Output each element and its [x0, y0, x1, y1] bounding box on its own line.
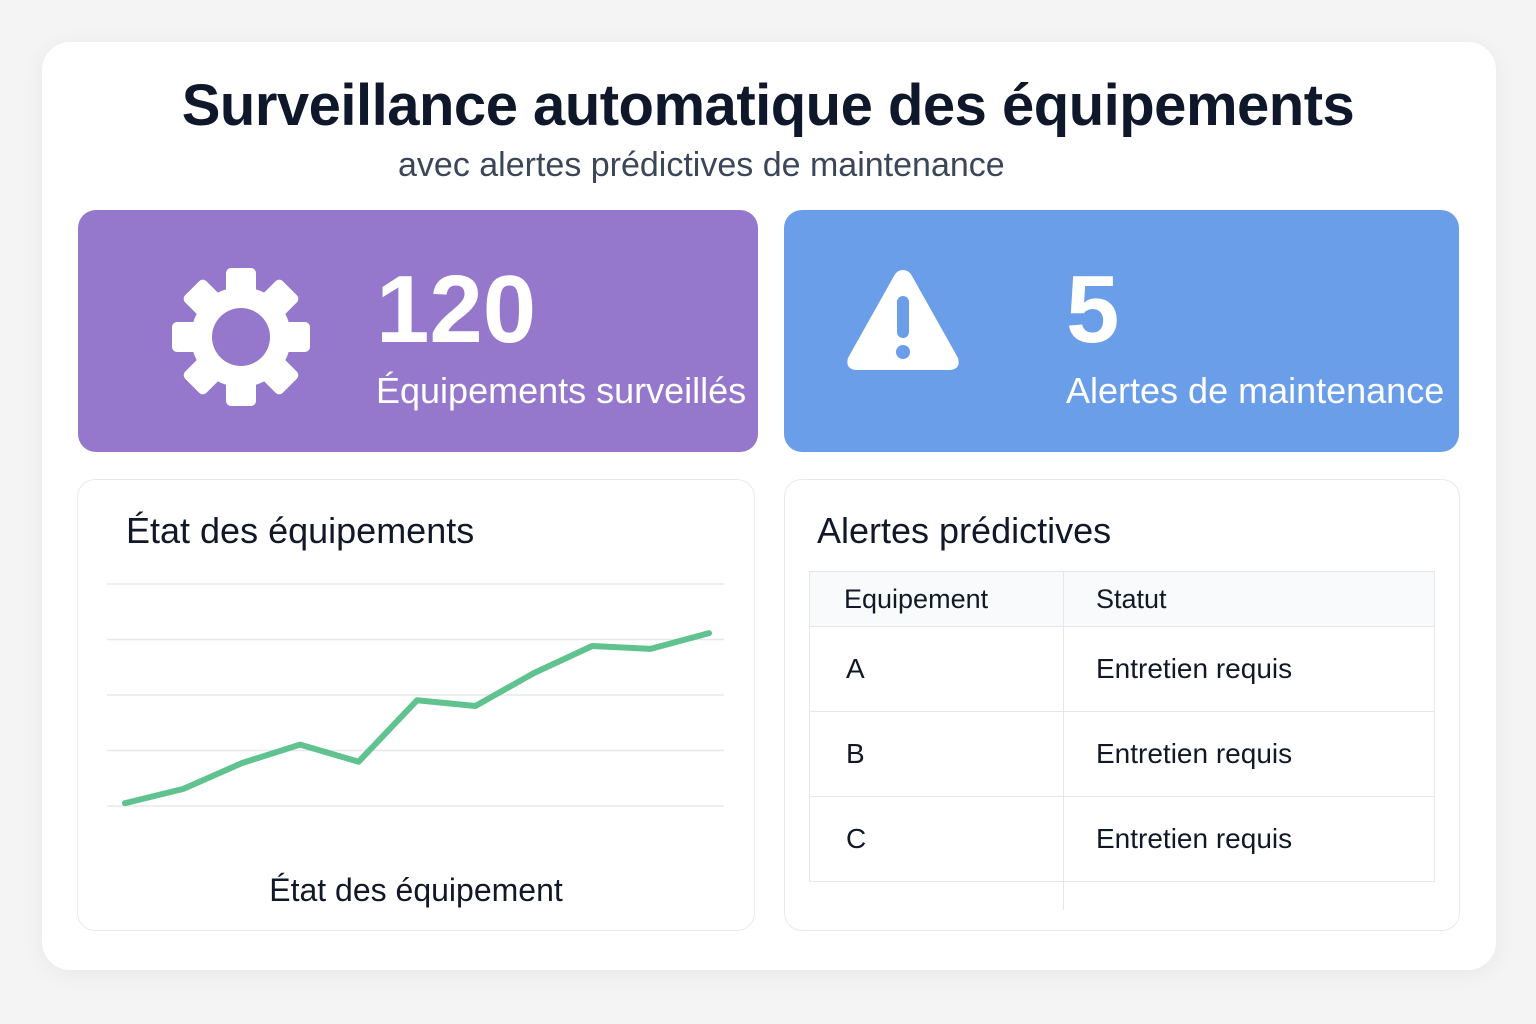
table-row[interactable]: A Entretien requis — [809, 626, 1435, 712]
stat-value-equipment: 120 — [376, 256, 537, 363]
line-chart — [107, 583, 724, 807]
warning-icon — [847, 270, 959, 370]
stat-value-alerts: 5 — [1066, 256, 1120, 363]
table-empty-row — [809, 881, 1435, 910]
page-title: Surveillance automatique des équipements — [181, 73, 1355, 138]
alerts-title: Alertes prédictives — [817, 510, 1112, 551]
chart-title: État des équipements — [126, 510, 475, 551]
status-cell: Entretien requis — [1063, 796, 1435, 882]
stat-card-alerts: 5 Alertes de maintenance — [784, 210, 1459, 452]
equipment-status-panel: État des équipements État des équipement — [77, 479, 755, 931]
series-line — [122, 630, 712, 807]
gear-icon — [172, 268, 310, 406]
table-row[interactable]: B Entretien requis — [809, 711, 1435, 797]
equipment-cell: C — [809, 796, 1064, 882]
stat-label-equipment: Équipements surveillés — [376, 370, 747, 411]
chart-caption: État des équipement — [269, 872, 563, 908]
equipment-cell: A — [809, 626, 1064, 712]
table-header-row: Equipement Statut — [809, 571, 1435, 627]
stat-label-alerts: Alertes de maintenance — [1066, 370, 1445, 411]
status-cell: Entretien requis — [1063, 711, 1435, 797]
equipment-cell: B — [809, 711, 1064, 797]
stat-card-equipment: 120 Équipements surveillés — [78, 210, 758, 452]
status-cell: Entretien requis — [1063, 626, 1435, 712]
column-header-status: Statut — [1063, 571, 1435, 627]
column-header-equipment: Equipement — [809, 571, 1064, 627]
predictive-alerts-panel: Alertes prédictives Equipement Statut A … — [784, 479, 1460, 931]
alerts-table: Equipement Statut A Entretien requis B E… — [809, 571, 1435, 910]
page-subtitle: avec alertes prédictives de maintenance — [398, 146, 1005, 184]
table-row[interactable]: C Entretien requis — [809, 796, 1435, 882]
